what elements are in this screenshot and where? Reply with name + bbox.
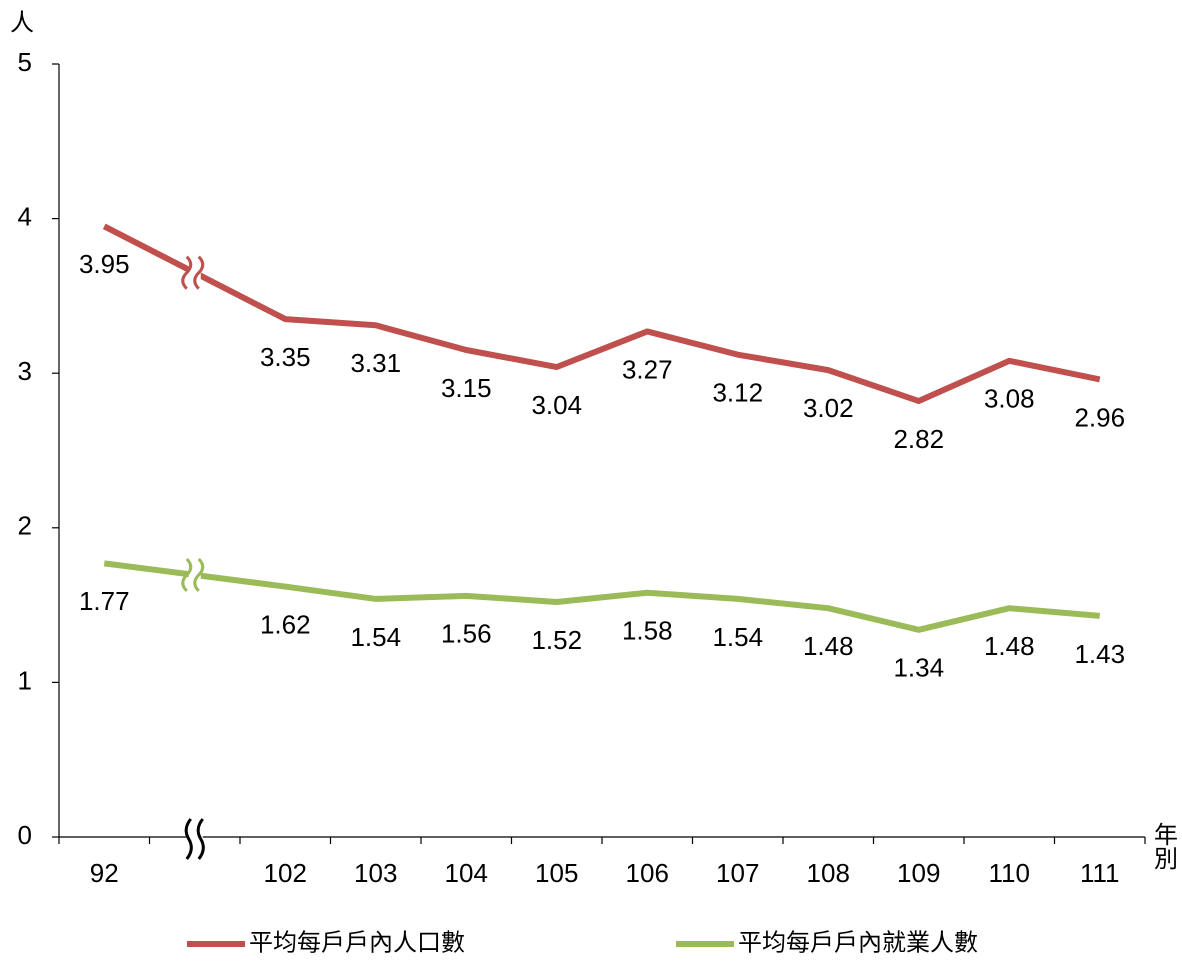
x-tick-label: 102 [264, 858, 307, 888]
x-tick-label: 110 [989, 858, 1030, 888]
line-break-mark [181, 557, 193, 593]
x-tick-label: 111 [1080, 858, 1120, 888]
data-label: 1.58 [622, 616, 673, 646]
data-label: 3.12 [712, 378, 763, 408]
y-tick-label: 5 [18, 47, 32, 77]
data-label: 1.34 [893, 653, 944, 683]
data-label: 1.62 [260, 609, 311, 639]
data-label: 2.96 [1074, 402, 1125, 432]
data-label: 1.54 [350, 622, 401, 652]
y-tick-label: 0 [18, 820, 32, 850]
x-tick-label: 104 [445, 858, 488, 888]
x-tick-label: 106 [626, 858, 669, 888]
data-label: 3.95 [79, 249, 130, 279]
y-tick-label: 3 [18, 356, 32, 386]
series-line [102, 223, 1101, 405]
data-label: 1.48 [984, 631, 1035, 661]
data-label: 3.04 [531, 390, 582, 420]
data-label: 3.35 [260, 342, 311, 372]
series-line [103, 560, 1101, 633]
line-break-mark [193, 557, 205, 593]
x-tick-label: 107 [716, 858, 759, 888]
x-tick-label: 105 [535, 858, 578, 888]
y-tick-label: 1 [18, 665, 32, 695]
axis-break-mark [196, 818, 205, 860]
legend-label: 平均每戶戶內就業人數 [738, 929, 978, 957]
x-tick-label: 103 [354, 858, 397, 888]
y-tick-label: 4 [18, 201, 32, 231]
data-label: 1.54 [712, 622, 763, 652]
data-label: 3.31 [350, 348, 401, 378]
line-break-mark [181, 255, 193, 290]
data-label: 2.82 [893, 424, 944, 454]
x-axis-label: 年別 [1150, 822, 1178, 870]
axis-break-mark [184, 818, 193, 860]
line-break-mark [193, 255, 205, 290]
data-label: 3.27 [622, 354, 673, 384]
data-label: 1.77 [79, 586, 130, 616]
legend-label: 平均每戶戶內人口數 [249, 929, 465, 957]
y-tick-label: 2 [18, 511, 32, 541]
data-label: 1.48 [803, 631, 854, 661]
data-label: 1.56 [441, 619, 492, 649]
data-label: 3.08 [984, 384, 1035, 414]
data-label: 3.02 [803, 393, 854, 423]
data-label: 3.15 [441, 373, 492, 403]
y-axis-label: 人 [10, 9, 34, 37]
data-label: 1.52 [531, 625, 582, 655]
x-tick-label: 108 [807, 858, 850, 888]
x-tick-label: 92 [90, 858, 119, 888]
data-label: 1.43 [1074, 639, 1125, 669]
x-tick-label: 109 [897, 858, 940, 888]
